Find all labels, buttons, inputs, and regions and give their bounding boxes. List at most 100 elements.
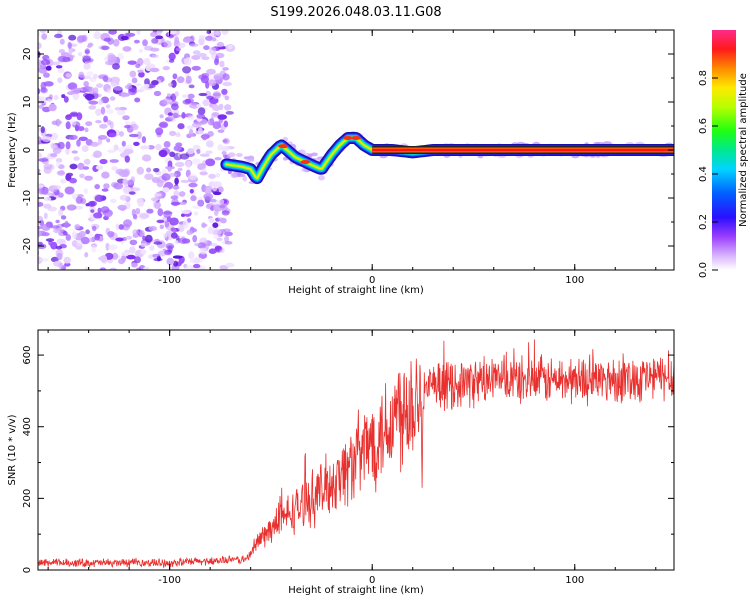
spectrogram-ylabel: Frequency (Hz) [7,112,18,188]
noise-speckle [41,135,52,143]
noise-speckle [83,63,91,70]
noise-speckle [122,115,130,121]
noise-speckle [223,120,229,128]
noise-speckle [185,160,192,169]
noise-speckle [100,255,108,263]
noise-speckle [69,120,77,126]
noise-speckle [83,188,88,195]
noise-speckle [85,203,90,207]
noise-speckle [212,121,221,130]
noise-speckle [170,195,179,200]
noise-speckle [198,37,205,46]
noise-speckle [221,145,230,152]
spectrogram-ytick-label: 10 [22,96,33,109]
noise-speckle [59,38,65,45]
noise-speckle [38,136,41,142]
noise-speckle [94,184,100,190]
noise-speckle [47,98,52,103]
noise-speckle [87,201,96,207]
noise-speckle [151,54,160,59]
noise-speckle [116,109,126,116]
noise-speckle [58,49,65,54]
noise-speckle [144,234,153,243]
snr-xtick-label: -100 [158,575,181,586]
noise-speckle [64,262,71,267]
noise-speckle [57,68,65,74]
noise-speckle [219,60,225,68]
noise-speckle [224,104,232,111]
noise-speckle [120,35,129,41]
noise-speckle [143,266,150,270]
noise-speckle [69,163,78,170]
noise-speckle [137,69,144,73]
noise-speckle [182,220,189,229]
noise-speckle [197,53,207,57]
noise-speckle [198,92,208,97]
noise-speckle [134,83,142,87]
noise-speckle [157,208,164,217]
noise-speckle [174,161,185,167]
track-halo [283,156,288,161]
snr-xlabel: Height of straight line (km) [288,585,424,596]
spectrogram-ytick-label: -10 [22,190,33,206]
noise-speckle [118,169,129,178]
noise-speckle [187,93,195,99]
noise-speckle [114,107,121,111]
noise-speckle [224,95,230,101]
noise-speckle [92,33,100,39]
noise-speckle [110,76,121,84]
noise-speckle [217,114,227,120]
noise-speckle [57,77,63,83]
noise-speckle [164,220,170,228]
noise-speckle [95,108,102,117]
colorbar-tick-label: 0.6 [698,118,709,134]
noise-speckle [212,186,218,192]
noise-speckle [120,207,126,211]
noise-speckle [172,228,177,234]
noise-speckle [172,255,183,259]
snr-ylabel: SNR (10 * v/v) [7,414,18,485]
noise-speckle [190,195,197,202]
snr-xtick-label: 100 [565,575,584,586]
spectrogram-ytick-label: 0 [22,147,33,153]
noise-speckle [189,103,200,109]
noise-speckle [221,210,230,216]
noise-speckle [224,235,230,243]
noise-speckle [61,94,66,99]
noise-speckle [63,256,71,264]
noise-speckle [56,120,62,125]
noise-speckle [83,81,89,87]
noise-speckle [55,219,60,224]
noise-speckle [65,73,72,78]
noise-speckle [38,225,43,230]
noise-speckle [58,192,64,198]
noise-speckle [197,163,206,171]
noise-speckle [213,73,224,80]
noise-speckle [168,30,177,35]
noise-speckle [77,162,85,170]
noise-speckle [182,37,193,43]
snr-ytick-label: 400 [22,417,33,436]
noise-speckle [159,224,164,230]
noise-speckle [65,173,72,181]
colorbar-label: Normalized spectral amplitude [738,73,749,227]
noise-speckle [89,237,94,243]
noise-speckle [90,209,95,213]
spectrogram-xtick-label: 0 [369,275,375,286]
noise-speckle [212,91,222,99]
noise-speckle [97,207,102,213]
track-halo [243,156,249,160]
noise-speckle [144,45,154,51]
noise-speckle [188,182,198,188]
noise-speckle [43,163,53,170]
noise-speckle [125,254,136,260]
noise-speckle [221,30,229,35]
noise-speckle [77,126,85,132]
noise-speckle [126,235,133,240]
noise-speckle [186,229,193,236]
noise-speckle [137,131,142,140]
noise-speckle [222,81,233,87]
snr-ytick-label: 0 [22,567,33,573]
